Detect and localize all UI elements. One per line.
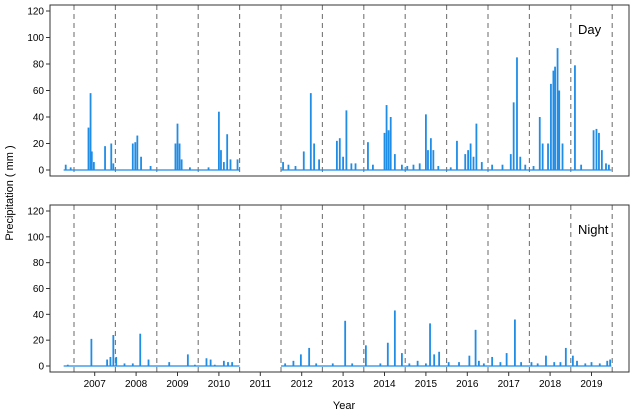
panel-frame (49, 204, 630, 373)
x-tick-label: 2016 (456, 379, 479, 390)
panel-day: 0 20 40 60 80 100 120 Day (27, 4, 630, 177)
y-tick-label: 20 (33, 139, 45, 150)
x-tick-label: 2013 (332, 379, 355, 390)
x-tick-label: 2012 (291, 379, 314, 390)
x-tick-label: 2010 (208, 379, 231, 390)
y-tick-label: 0 (38, 166, 44, 177)
y-tick-label: 60 (33, 86, 45, 97)
x-tick-label: 2011 (250, 379, 272, 390)
panel-frame (49, 4, 630, 177)
x-tick-label: 2008 (125, 379, 148, 390)
y-tick-label: 40 (33, 113, 45, 124)
chart-panels: 0 20 40 60 80 100 120 Day 0 20 40 60 80 100 120 Night 20… (27, 4, 630, 390)
x-tick-label: 2014 (373, 379, 396, 390)
y-tick-label: 0 (38, 362, 44, 373)
y-tick-label: 100 (27, 33, 44, 44)
y-axis-label: Precipitation ( mm ) (4, 145, 16, 240)
y-tick-label: 120 (27, 207, 44, 218)
y-tick-label: 120 (27, 7, 44, 18)
y-tick-label: 60 (33, 284, 45, 295)
x-tick-label: 2015 (415, 379, 438, 390)
panel-label: Day (578, 22, 602, 37)
panel-label: Night (578, 222, 609, 237)
x-axis-label: Year (333, 400, 356, 412)
y-tick-label: 80 (33, 258, 45, 269)
x-tick-label: 2007 (84, 379, 107, 390)
x-tick-label: 2017 (498, 379, 521, 390)
y-tick-label: 100 (27, 232, 44, 243)
y-tick-label: 80 (33, 60, 45, 71)
panel-night: 0 20 40 60 80 100 120 Night 2007 2008 2009 2010 2011… (27, 204, 630, 390)
y-tick-label: 40 (33, 310, 45, 321)
x-tick-label: 2018 (539, 379, 562, 390)
x-tick-label: 2009 (166, 379, 189, 390)
y-tick-label: 20 (33, 336, 45, 347)
x-tick-label: 2019 (580, 379, 603, 390)
